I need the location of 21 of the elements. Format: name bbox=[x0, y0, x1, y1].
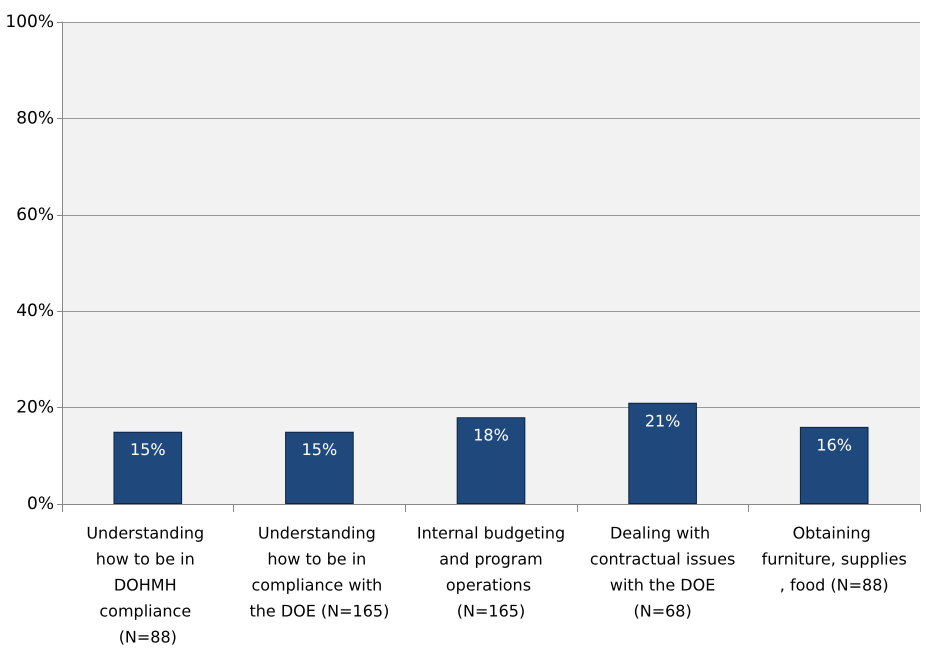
y-tick-label: 60% bbox=[16, 204, 54, 225]
bar bbox=[800, 426, 869, 504]
data-label: 15% bbox=[302, 440, 338, 460]
y-tick-label: 20% bbox=[16, 398, 54, 418]
x-tick-label: Obtaining furniture, supplies, food (N=88) bbox=[762, 524, 907, 594]
y-tick-label: 40% bbox=[16, 301, 54, 322]
data-label: 21% bbox=[644, 411, 680, 430]
bar bbox=[456, 417, 526, 504]
data-label: 15% bbox=[130, 440, 166, 460]
bar bbox=[285, 432, 354, 504]
bar bbox=[628, 402, 697, 504]
data-label: 18% bbox=[473, 426, 509, 445]
y-tick-label: 80% bbox=[16, 108, 54, 128]
x-tick-label: Understanding how to be in compliance with the DOE (N=165) bbox=[249, 524, 390, 620]
data-label: 16% bbox=[816, 435, 852, 454]
bar bbox=[113, 432, 182, 504]
x-tick-label: Understanding how to be in DOHMH compliance (N=88) bbox=[86, 524, 210, 646]
y-tick-label: 100% bbox=[5, 12, 54, 32]
x-tick-label: Dealing with contractual issues with the DOE (N=68) bbox=[590, 524, 736, 620]
x-tick-label: Internal budgeting and program operations (N=165) bbox=[416, 524, 566, 620]
y-tick-label: 0% bbox=[27, 494, 54, 514]
